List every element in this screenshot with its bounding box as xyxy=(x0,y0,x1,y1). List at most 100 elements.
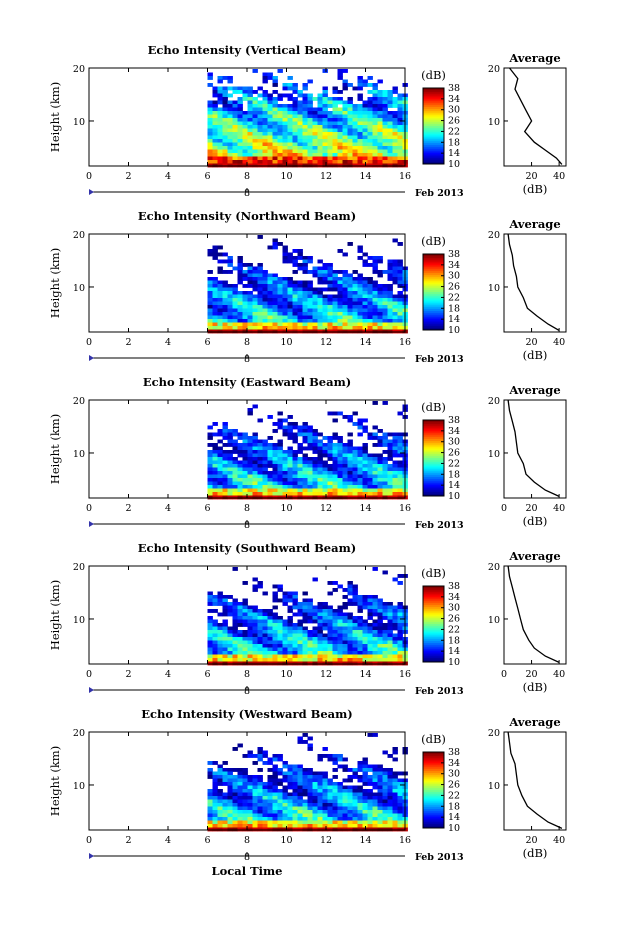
colorbar-tick-label: 22 xyxy=(448,458,460,469)
colorbar-tick-label: 18 xyxy=(448,469,460,480)
profile-y-tick-label: 10 xyxy=(488,449,500,460)
colorbar-tick-label: 10 xyxy=(448,491,460,502)
y-tick-label: 20 xyxy=(73,396,85,407)
colorbar-tick-label: 18 xyxy=(448,303,460,314)
date-marker-label: 8 xyxy=(244,852,250,863)
x-tick-label: 0 xyxy=(86,503,92,514)
average-profile: Average 20 10 20 40 (dB) xyxy=(488,715,567,860)
colorbar-unit: (dB) xyxy=(421,400,446,414)
x-tick-label: 12 xyxy=(320,171,332,182)
colorbar-tick-label: 18 xyxy=(448,137,460,148)
colorbar-frame xyxy=(422,87,445,165)
colorbar-tick-label: 34 xyxy=(448,758,460,769)
x-tick-label: 16 xyxy=(399,835,411,846)
profile-line xyxy=(508,67,563,165)
y-tick-label: 10 xyxy=(73,449,85,460)
x-tick-label: 0 xyxy=(86,669,92,680)
date-label: Feb 2013 xyxy=(415,188,464,199)
profile-x-tick-label: 40 xyxy=(553,171,565,182)
colorbar xyxy=(423,586,444,663)
colorbar-tick-label: 26 xyxy=(448,448,460,459)
profile-y-tick-label: 10 xyxy=(488,615,500,626)
profile-x-label: (dB) xyxy=(523,348,548,362)
y-axis-label: Height (km) xyxy=(48,414,62,484)
profile-y-tick-label: 10 xyxy=(488,781,500,792)
x-tick-label: 4 xyxy=(165,835,171,846)
x-tick-label: 6 xyxy=(204,669,210,680)
average-profile: Average 20 10 20 40 (dB) xyxy=(488,51,567,196)
x-tick-label: 14 xyxy=(359,669,371,680)
colorbar xyxy=(423,88,444,165)
date-marker-label: 8 xyxy=(244,520,250,531)
colorbar-tick-label: 34 xyxy=(448,94,460,105)
colorbar-tick-label: 22 xyxy=(448,292,460,303)
colorbar-tick-label: 34 xyxy=(448,260,460,271)
colorbar-tick-label: 22 xyxy=(448,790,460,801)
y-tick-label: 10 xyxy=(73,283,85,294)
colorbar-tick-label: 26 xyxy=(448,116,460,127)
x-tick-label: 10 xyxy=(280,503,292,514)
colorbar-tick-label: 30 xyxy=(448,105,460,116)
colorbar-tick-label: 18 xyxy=(448,635,460,646)
date-label: Feb 2013 xyxy=(415,520,464,531)
chart-title: Echo Intensity (Eastward Beam) xyxy=(143,375,351,389)
heatmap xyxy=(207,567,408,666)
x-tick-label: 2 xyxy=(125,503,131,514)
y-axis-label: Height (km) xyxy=(48,580,62,650)
y-tick-label: 10 xyxy=(73,117,85,128)
x-tick-label: 8 xyxy=(244,171,250,182)
profile-x-tick-label: 40 xyxy=(553,503,565,514)
chart-panel-2: Echo Intensity (Northward Beam) 0 2 4 6 8 10 12… xyxy=(48,209,567,365)
colorbar-frame xyxy=(422,419,445,497)
profile-frame xyxy=(503,67,567,167)
colorbar-tick-label: 10 xyxy=(448,657,460,668)
chart-panel-1: Echo Intensity (Vertical Beam) 0 2 4 6 8 10 12 1… xyxy=(48,43,567,199)
profile-title: Average xyxy=(508,51,560,65)
profile-frame xyxy=(503,565,567,665)
profile-frame xyxy=(503,399,567,499)
profile-x-tick-label: 40 xyxy=(553,835,565,846)
profile-y-tick-label: 20 xyxy=(488,230,500,241)
y-axis-label: Height (km) xyxy=(48,746,62,816)
date-label: Feb 2013 xyxy=(415,354,464,365)
profile-x-label: (dB) xyxy=(523,182,548,196)
profile-title: Average xyxy=(508,383,560,397)
x-tick-label: 0 xyxy=(86,835,92,846)
heatmap xyxy=(207,235,408,334)
x-tick-label: 14 xyxy=(359,835,371,846)
colorbar-tick-label: 26 xyxy=(448,282,460,293)
date-marker-label: 8 xyxy=(244,686,250,697)
average-profile: Average 20 10 0 20 40 (dB) xyxy=(488,383,567,528)
x-tick-label: 10 xyxy=(280,171,292,182)
colorbar-tick-label: 18 xyxy=(448,801,460,812)
x-tick-label: 12 xyxy=(320,503,332,514)
heatmap xyxy=(207,401,408,500)
colorbar-unit: (dB) xyxy=(421,234,446,248)
profile-y-tick-label: 10 xyxy=(488,283,500,294)
chart-title: Echo Intensity (Westward Beam) xyxy=(141,707,352,721)
x-tick-label: 16 xyxy=(399,669,411,680)
profile-y-tick-label: 20 xyxy=(488,64,500,75)
colorbar-tick-label: 10 xyxy=(448,823,460,834)
profile-x-tick-label: 20 xyxy=(526,337,538,348)
colorbar xyxy=(423,752,444,829)
x-tick-label: 8 xyxy=(244,503,250,514)
colorbar-tick-label: 26 xyxy=(448,614,460,625)
colorbar-tick-label: 14 xyxy=(448,148,460,159)
x-tick-label: 6 xyxy=(204,171,210,182)
colorbar-tick-label: 30 xyxy=(448,271,460,282)
colorbar-frame xyxy=(422,585,445,663)
date-start-marker xyxy=(89,853,94,859)
profile-x-tick-label: 40 xyxy=(553,669,565,680)
heatmap xyxy=(207,69,408,168)
profile-x-tick-label: 20 xyxy=(526,669,538,680)
profile-line xyxy=(507,399,560,497)
colorbar-tick-label: 30 xyxy=(448,437,460,448)
x-tick-label: 2 xyxy=(125,171,131,182)
colorbar-tick-label: 10 xyxy=(448,159,460,170)
colorbar-tick-label: 14 xyxy=(448,314,460,325)
colorbar-tick-label: 14 xyxy=(448,812,460,823)
y-tick-label: 20 xyxy=(73,230,85,241)
profile-x-tick-label: 40 xyxy=(553,337,565,348)
